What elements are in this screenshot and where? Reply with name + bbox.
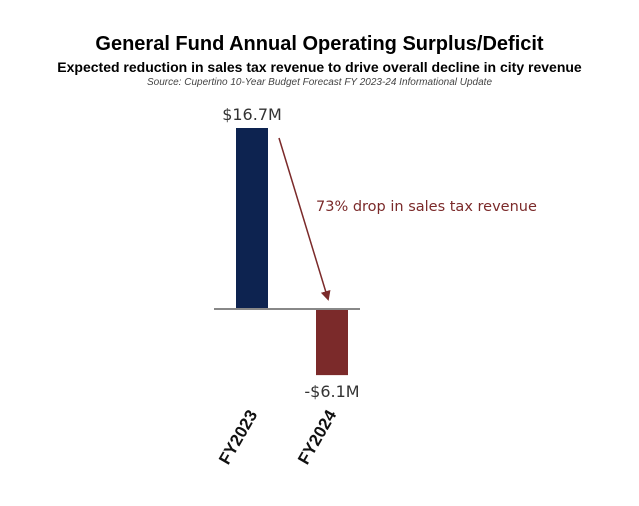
category-label-fy2023: FY2023 (215, 407, 261, 468)
category-label-fy2024: FY2024 (294, 406, 340, 468)
chart-subtitle: Expected reduction in sales tax revenue … (57, 59, 582, 75)
value-label-fy2024: -$6.1M (304, 382, 359, 401)
bar-fy2023 (236, 128, 268, 309)
bar-fy2024 (316, 309, 348, 376)
drop-arrow (278, 137, 331, 301)
chart-title: General Fund Annual Operating Surplus/De… (95, 33, 544, 55)
annotation-text: 73% drop in sales tax revenue (316, 199, 537, 215)
chart-source: Source: Cupertino 10-Year Budget Forecas… (146, 77, 493, 88)
value-label-fy2023: $16.7M (222, 105, 282, 124)
